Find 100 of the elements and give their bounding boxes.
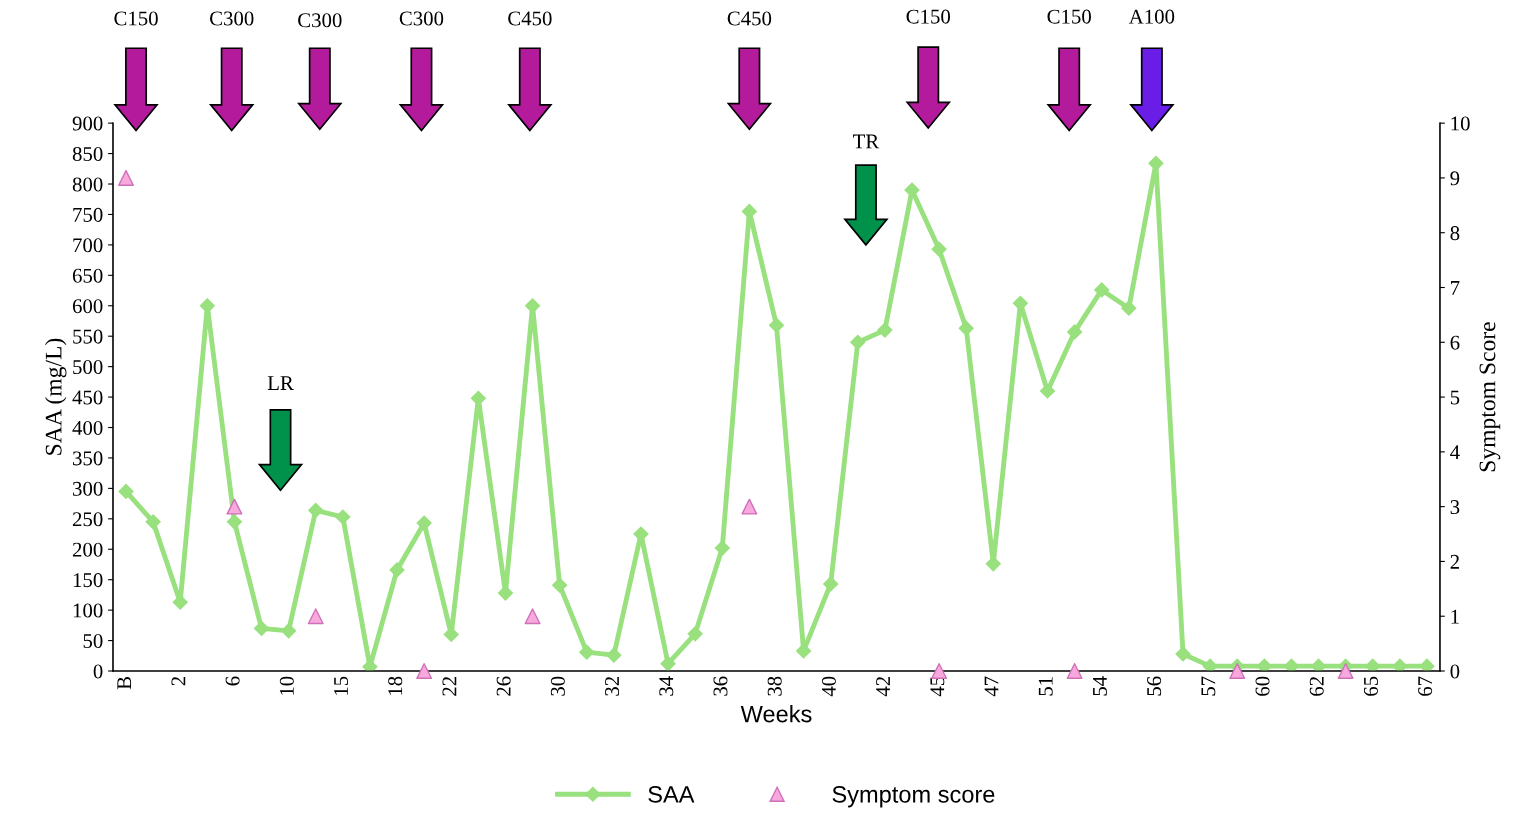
point — [958, 320, 974, 336]
point — [768, 317, 785, 333]
point — [1121, 300, 1137, 316]
point — [335, 509, 351, 525]
x-tick-label: 10 — [279, 676, 294, 695]
x-tick-label: 18 — [388, 676, 403, 695]
point — [1148, 155, 1164, 171]
y-tick-label: 350 — [73, 451, 103, 466]
y-tick-label: 550 — [73, 329, 103, 344]
y2-tick-label: 1 — [1451, 609, 1459, 624]
point — [606, 647, 622, 663]
point — [1310, 658, 1327, 672]
x-tick-label: 65 — [1363, 676, 1378, 696]
point — [118, 483, 134, 499]
x-tick-label: 54 — [1093, 676, 1107, 696]
point — [1337, 663, 1354, 679]
point — [389, 562, 405, 578]
point — [579, 644, 595, 660]
point — [1202, 658, 1218, 672]
point — [281, 623, 297, 639]
x-tick-label: 62 — [1309, 677, 1324, 696]
point — [1012, 295, 1028, 311]
y2-tick-label: 2 — [1450, 554, 1459, 569]
y-tick-label: 300 — [73, 481, 103, 496]
text: C150 — [114, 11, 158, 26]
y-tick-label: 200 — [72, 542, 103, 557]
point — [1365, 658, 1381, 672]
annotation: LR — [267, 376, 294, 390]
point — [687, 626, 703, 642]
x-tick-label: 56 — [1147, 676, 1162, 696]
text: C300 — [298, 13, 342, 28]
x-tick-label: 6 — [225, 676, 240, 686]
x-tick-label: 30 — [550, 676, 565, 696]
y-tick-label: 750 — [73, 207, 103, 222]
point — [823, 576, 839, 592]
y2-tick-label: 9 — [1450, 171, 1460, 186]
x-tick-label: 42 — [876, 677, 890, 697]
y-tick-label: 400 — [72, 420, 103, 435]
point — [1229, 663, 1246, 679]
annotation: TR — [852, 134, 880, 149]
text: C450 — [727, 11, 772, 26]
text: C150 — [1047, 9, 1091, 24]
x-tick-label: 67 — [1418, 676, 1433, 696]
text: C300 — [209, 11, 254, 26]
x-tick-label: 57 — [1201, 676, 1216, 696]
point — [1256, 658, 1272, 672]
y2-axis-title: Symptom Score — [1479, 322, 1501, 472]
y-tick-label: 700 — [73, 238, 103, 253]
point — [552, 577, 568, 593]
y-axis-title: SAA (mg/L) — [44, 338, 67, 455]
point — [145, 514, 161, 530]
point — [741, 498, 758, 515]
point — [1175, 646, 1191, 662]
point — [931, 241, 947, 257]
y-tick-label: 850 — [72, 146, 103, 162]
point — [1067, 324, 1083, 340]
y-tick-label: 650 — [72, 268, 103, 283]
x-tick-label: 2 — [171, 677, 186, 686]
y2-tick-label: 0 — [1450, 664, 1460, 679]
point — [253, 620, 270, 636]
point — [226, 498, 243, 515]
y-tick-label: 900 — [72, 116, 103, 131]
y-tick-label: 0 — [93, 664, 103, 679]
y2-tick-label: 8 — [1450, 226, 1460, 241]
point — [985, 556, 1001, 572]
y-tick-label: 450 — [72, 390, 103, 405]
point — [1094, 282, 1110, 298]
y-tick-label: 600 — [72, 299, 103, 314]
x-tick-label: B — [117, 676, 132, 690]
point — [416, 663, 433, 679]
legend-label: Symptom score — [832, 786, 995, 808]
y2-tick-label: 5 — [1450, 390, 1460, 405]
point — [524, 608, 541, 625]
x-tick-label: 60 — [1255, 676, 1270, 696]
point — [741, 203, 757, 219]
legend-label: SAA — [648, 786, 695, 803]
point — [1392, 658, 1408, 672]
point — [470, 390, 486, 406]
point — [660, 656, 676, 672]
point — [1039, 383, 1056, 399]
y-tick-label: 500 — [73, 360, 103, 375]
y2-tick-label: 3 — [1450, 500, 1460, 515]
y-tick-label: 100 — [73, 603, 103, 618]
point — [1283, 658, 1300, 672]
x-tick-label: 15 — [334, 676, 349, 695]
text: C450 — [508, 11, 552, 26]
y-tick-label: 800 — [72, 177, 103, 192]
x-tick-label: 51 — [1038, 677, 1053, 696]
x-tick-label: 22 — [442, 677, 457, 696]
point — [307, 608, 324, 625]
x-tick-label: 38 — [767, 676, 782, 696]
point — [118, 169, 134, 186]
y2-tick-label: 7 — [1451, 281, 1460, 295]
y2-tick-label: 10 — [1451, 116, 1470, 131]
x-tick-label: 34 — [659, 676, 674, 696]
text: A100 — [1128, 9, 1175, 24]
point — [416, 515, 432, 531]
x-tick-label: 47 — [984, 676, 999, 697]
point — [226, 514, 242, 530]
x-axis-title: Weeks — [740, 705, 812, 723]
